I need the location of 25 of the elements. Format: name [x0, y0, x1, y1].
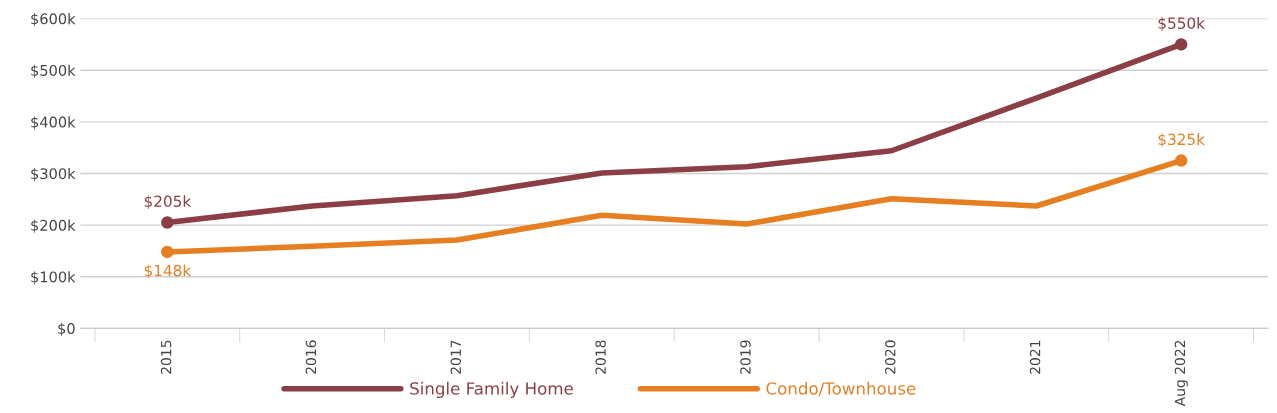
y-tick-label: $300k — [31, 167, 76, 182]
x-tick-label: 2019 — [740, 340, 751, 374]
x-tick-label: 2016 — [305, 340, 317, 374]
y-tick-label: $0 — [58, 322, 75, 337]
data-label: $550k — [1158, 17, 1205, 31]
x-tick-label: 2015 — [160, 340, 172, 374]
data-label: $205k — [144, 195, 192, 210]
x-tick-label: Aug 2022 — [1174, 340, 1188, 407]
point — [1174, 154, 1188, 167]
x-tick-label: 2017 — [450, 340, 462, 374]
data-label: $148k — [144, 264, 192, 279]
y-tick-label: $500k — [31, 64, 76, 78]
point — [1174, 38, 1188, 51]
data-label: $325k — [1158, 133, 1205, 148]
y-tick-label: $200k — [31, 219, 76, 233]
point — [161, 245, 174, 259]
x-tick-label: 2021 — [1029, 340, 1041, 374]
text: Condo/Townhouse — [766, 381, 916, 397]
y-tick-label: $100k — [31, 271, 76, 285]
x-tick-label: 2018 — [595, 340, 606, 374]
y-tick-label: $400k — [31, 116, 76, 130]
point — [161, 216, 174, 229]
x-tick-label: 2020 — [885, 340, 896, 374]
text: Single Family Home — [410, 381, 573, 398]
y-tick-label: $600k — [31, 13, 76, 27]
